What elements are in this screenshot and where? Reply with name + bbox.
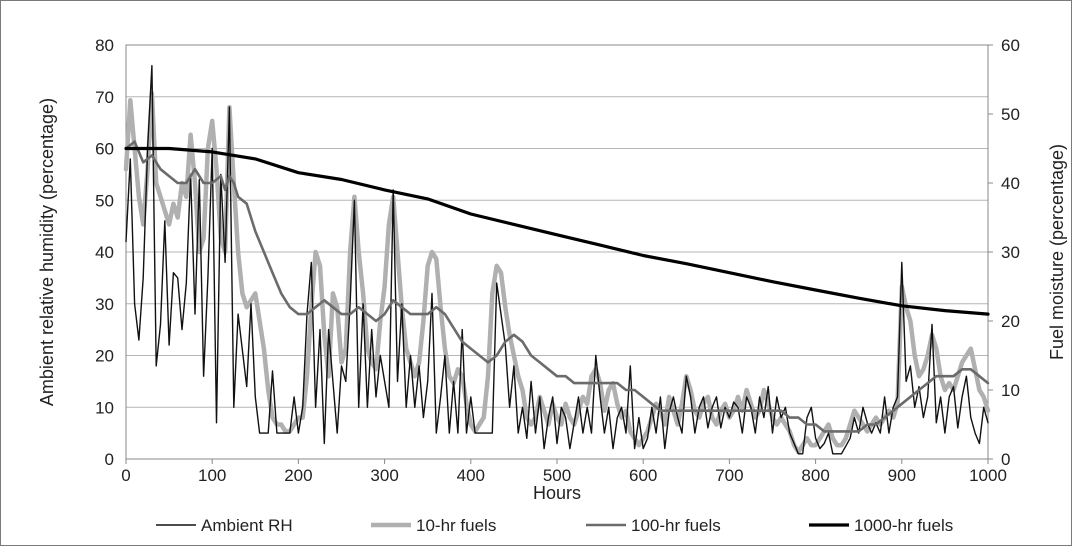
x-tick-label: 100 [198, 466, 226, 485]
x-axis-label: Hours [533, 483, 581, 503]
y-right-tick-label: 60 [1001, 36, 1020, 55]
y-left-tick-label: 60 [95, 140, 114, 159]
x-tick-label: 1000 [969, 466, 1007, 485]
x-axis-ticks: 0 100 200 300 400 500 600 700 800 900 1000 [121, 459, 1007, 485]
series-lines [123, 64, 991, 455]
y-right-tick-label: 40 [1001, 174, 1020, 193]
x-tick-label: 0 [121, 466, 130, 485]
y-left-tick-label: 70 [95, 88, 114, 107]
x-tick-label: 400 [457, 466, 485, 485]
y-left-tick-label: 0 [105, 450, 114, 469]
y-left-axis-ticks: 0 10 20 30 40 50 60 70 80 [95, 36, 114, 469]
y-right-tick-label: 10 [1001, 381, 1020, 400]
y-right-tick-label: 30 [1001, 243, 1020, 262]
y-right-tick-label: 50 [1001, 105, 1020, 124]
y-left-tick-label: 80 [95, 36, 114, 55]
y-right-axis-ticks: 0 10 20 30 40 50 60 [988, 36, 1020, 469]
legend-label: Ambient RH [201, 516, 293, 535]
x-tick-label: 600 [629, 466, 657, 485]
y-left-tick-label: 40 [95, 243, 114, 262]
series-line-10-hr-fuels [123, 91, 991, 455]
y-right-tick-label: 20 [1001, 312, 1020, 331]
x-tick-label: 500 [543, 466, 571, 485]
series-line-100-hr-fuels [124, 140, 990, 433]
y-left-tick-label: 50 [95, 191, 114, 210]
legend-label: 100-hr fuels [631, 516, 721, 535]
x-tick-label: 300 [370, 466, 398, 485]
series-line-ambient-rh [125, 64, 989, 455]
y-left-axis-label: Ambient relative humidity (percentage) [37, 98, 57, 406]
x-tick-label: 800 [801, 466, 829, 485]
x-tick-label: 900 [888, 466, 916, 485]
series-line-1000-hr-fuels [124, 146, 990, 316]
y-right-axis-label: Fuel moisture (percentage) [1047, 144, 1067, 360]
legend-label: 10-hr fuels [416, 516, 496, 535]
y-left-tick-label: 10 [95, 398, 114, 417]
y-right-tick-label: 0 [1001, 450, 1010, 469]
legend-label: 1000-hr fuels [854, 516, 953, 535]
y-left-tick-label: 30 [95, 295, 114, 314]
legend: Ambient RH 10-hr fuels 100-hr fuels 1000-hr… [156, 516, 953, 535]
x-tick-label: 700 [715, 466, 743, 485]
x-tick-label: 200 [284, 466, 312, 485]
y-left-tick-label: 20 [95, 347, 114, 366]
